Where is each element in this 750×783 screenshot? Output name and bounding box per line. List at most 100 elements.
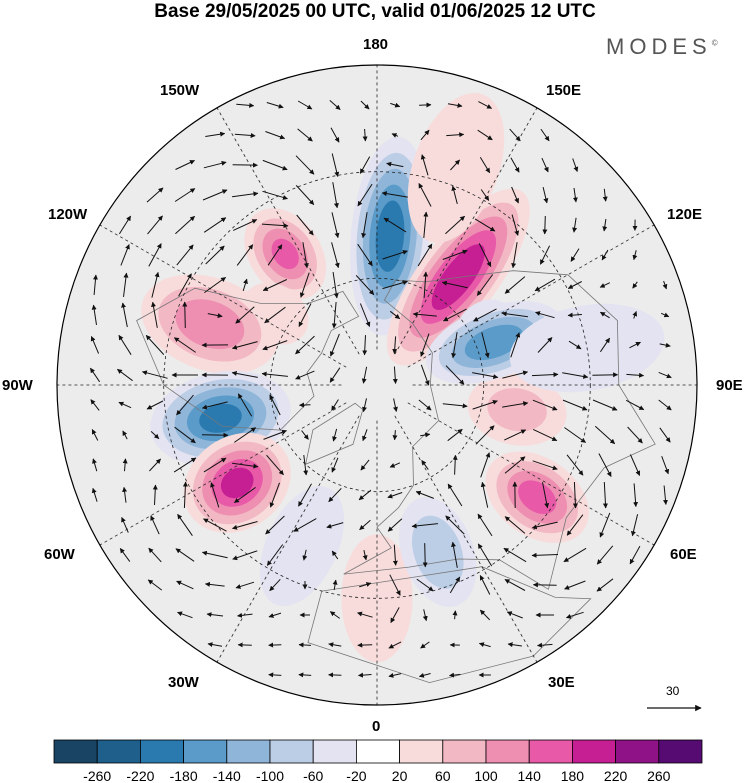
wind-vector-148 (117, 368, 133, 382)
wind-vector-35 (146, 187, 164, 203)
wind-vector-234 (298, 483, 312, 507)
wind-vector-323 (507, 642, 522, 648)
wind-vector-262 (566, 514, 584, 536)
wind-vector-316 (298, 642, 312, 648)
colorbar-tick-3: -140 (213, 768, 241, 783)
coastline-2 (343, 270, 656, 590)
wind-vector-259 (477, 513, 493, 537)
lon-label-30w: 30W (168, 674, 199, 691)
wind-vector-283 (147, 579, 163, 591)
wind-vector-176 (362, 398, 367, 413)
wind-vector-138 (420, 333, 430, 357)
anomaly-10-level-1 (412, 515, 464, 589)
wind-vector-305 (357, 611, 373, 618)
copyright-mark: © (711, 38, 718, 48)
wind-vector-97 (382, 280, 408, 290)
wind-vector-24 (262, 159, 288, 171)
wind-vector-153 (261, 371, 288, 377)
anomaly-6-level-4 (199, 403, 242, 433)
wind-vector-119 (442, 308, 467, 322)
wind-vector-8 (478, 101, 493, 109)
wind-vector-98 (423, 271, 429, 299)
wind-vector-18 (477, 129, 493, 141)
colorbar-box-14 (658, 739, 703, 764)
wind-vector-269 (232, 550, 258, 561)
wind-vector-76 (331, 242, 340, 269)
wind-vector-186 (658, 399, 672, 411)
anomaly-15-level-0 (407, 92, 505, 243)
anomaly-13-level-3 (464, 324, 524, 361)
wind-vector-96 (355, 275, 375, 295)
wind-vector-84 (570, 248, 580, 262)
wind-vector-103 (567, 281, 582, 289)
wind-vector-284 (176, 580, 194, 590)
colorbar-box-10 (485, 739, 530, 764)
wind-vector-308 (452, 610, 458, 620)
wind-vector-21 (175, 160, 195, 170)
wind-vector-19 (509, 128, 521, 142)
wind-vector-123 (567, 312, 582, 318)
wind-vector-15 (391, 133, 399, 138)
wind-vector-74 (267, 244, 283, 266)
wind-vector-126 (660, 312, 670, 318)
wind-vector-228 (122, 486, 128, 503)
lon-label-30e: 30E (548, 674, 575, 691)
wind-vector-180 (472, 399, 498, 410)
wind-vector-164 (592, 372, 619, 378)
wind-vector-161 (502, 370, 529, 379)
wind-vector-29 (420, 154, 429, 176)
wind-vector-34 (572, 158, 579, 172)
wind-vector-156 (361, 366, 368, 384)
colorbar-box-1 (96, 739, 141, 764)
wind-vector-159 (445, 365, 465, 385)
wind-vector-227 (91, 487, 98, 502)
lon-label-150e: 150E (546, 82, 582, 99)
wind-vector-188 (122, 430, 128, 440)
wind-vector-105 (632, 281, 638, 289)
wind-vector-210 (173, 457, 197, 473)
wind-vector-209 (149, 458, 161, 472)
wind-vector-295 (504, 579, 526, 591)
wind-vector-317 (328, 642, 342, 648)
wind-vector-79 (417, 243, 433, 267)
wind-vector-124 (599, 311, 610, 319)
wind-vector-112 (235, 306, 255, 324)
wind-vector-44 (418, 183, 432, 207)
wind-vector-81 (478, 243, 492, 268)
wind-vector-240 (480, 481, 489, 508)
lon-label-120e: 120E (667, 206, 703, 223)
wind-vector-255 (359, 519, 371, 531)
wind-vector-187 (91, 429, 99, 441)
wind-vector-272 (331, 550, 339, 560)
wind-vector-39 (262, 190, 288, 200)
wind-vector-146 (659, 342, 671, 348)
wind-vector-260 (504, 516, 526, 534)
wind-vector-107 (91, 304, 97, 325)
anomaly-9-level-0 (341, 534, 413, 663)
wind-vector-132 (231, 341, 258, 350)
wind-vector-108 (121, 302, 128, 328)
wind-vector-225 (629, 454, 641, 476)
wind-vector-65 (542, 215, 548, 235)
wind-vector-41 (332, 182, 339, 209)
colorbar: -260 -220 -180 -140 -100 -60 -20 20 60 100 140 180 2… (53, 739, 703, 783)
wind-vector-42 (357, 183, 373, 207)
wind-vector-265 (119, 547, 131, 562)
colorbar-tick-10: 140 (518, 768, 542, 783)
wind-vector-50 (602, 188, 608, 202)
colorbar-box-8 (399, 739, 444, 764)
colorbar-tick-9: 100 (474, 768, 498, 783)
wind-vector-223 (566, 454, 584, 476)
wind-vector-281 (596, 545, 614, 565)
wind-vector-30 (450, 159, 460, 171)
wind-vector-129 (145, 335, 165, 355)
wind-vector-320 (420, 641, 430, 649)
vector-reference-label: 30 (666, 684, 680, 698)
colorbar-tick-5: -60 (303, 768, 323, 783)
wind-vector-330 (418, 672, 431, 678)
wind-vector-layer (89, 100, 672, 678)
wind-vector-26 (331, 153, 340, 177)
wind-vector-229 (152, 484, 158, 506)
wind-vector-117 (389, 310, 401, 320)
wind-vector-253 (293, 518, 317, 532)
